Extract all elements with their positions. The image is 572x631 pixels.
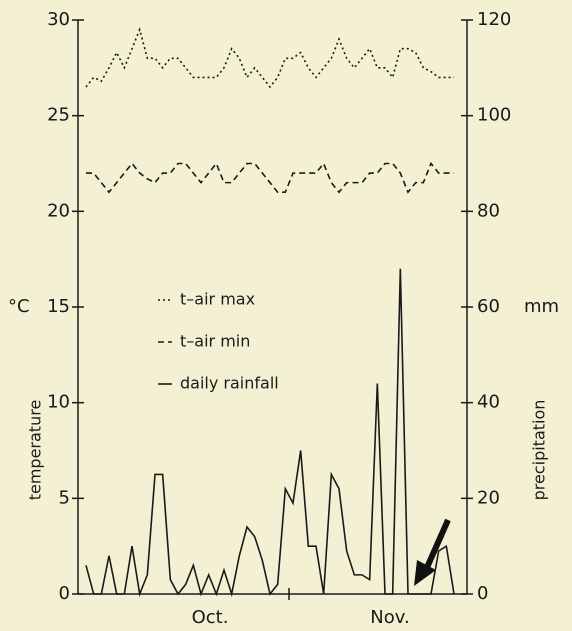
x-label: Oct.	[192, 607, 229, 628]
y2-tick-label: 60	[477, 296, 500, 317]
y-tick-label: 0	[59, 583, 70, 604]
y2-tick-label: 80	[477, 200, 500, 221]
arrow-shaft	[422, 518, 451, 574]
y-axis-label: temperature	[26, 400, 45, 501]
series-line	[85, 27, 454, 89]
legend-label: t–air max	[180, 290, 255, 309]
y-tick-label: 25	[47, 105, 70, 126]
y2-axis-label: precipitation	[530, 400, 549, 501]
y-tick-label: 20	[47, 200, 70, 221]
legend-label: daily rainfall	[180, 374, 279, 393]
series-line	[86, 161, 454, 194]
y2-tick-label: 20	[477, 487, 500, 508]
y2-tick-label: 120	[477, 9, 511, 30]
y-unit: °C	[8, 296, 30, 317]
series-line	[85, 268, 455, 598]
y2-tick-label: 100	[477, 105, 511, 126]
arrow-head	[414, 560, 436, 586]
x-label: Nov.	[370, 607, 409, 628]
y2-tick-label: 40	[477, 392, 500, 413]
y2-unit: mm	[524, 296, 559, 317]
y-tick-label: 5	[59, 487, 70, 508]
y-tick-label: 30	[47, 9, 70, 30]
y-tick-label: 10	[47, 392, 70, 413]
legend-label: t–air min	[180, 332, 250, 351]
y2-tick-label: 0	[477, 583, 488, 604]
y-tick-label: 15	[47, 296, 70, 317]
